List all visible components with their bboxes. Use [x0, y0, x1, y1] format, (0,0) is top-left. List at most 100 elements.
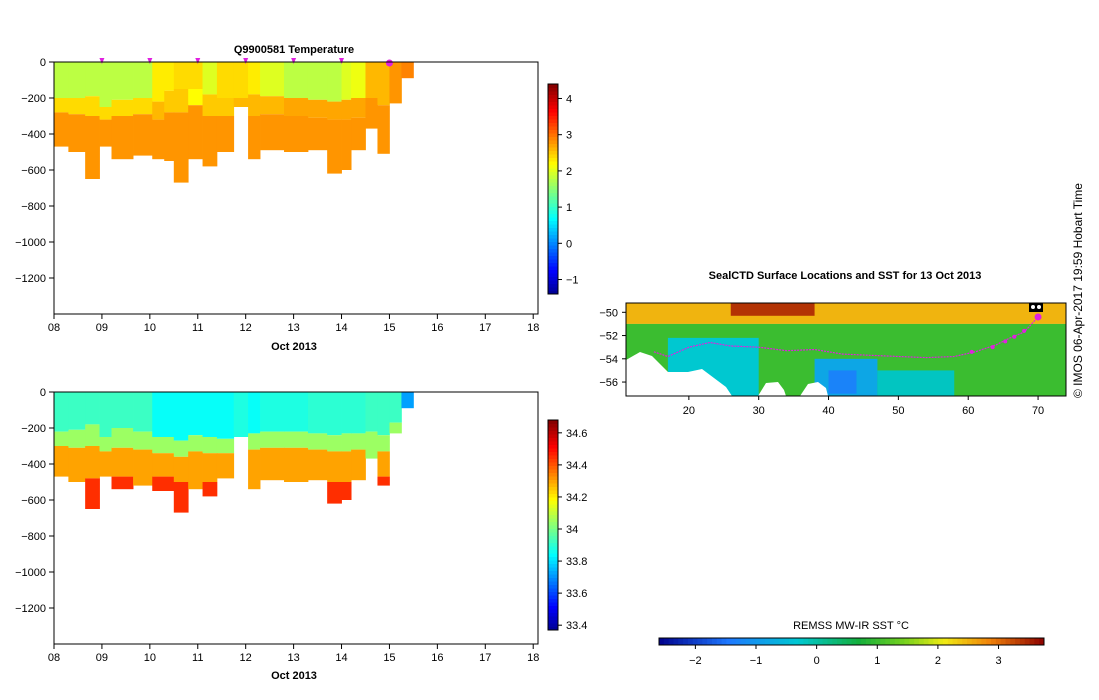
surface-location-4: [1022, 328, 1027, 333]
profile-18-layer-1: [341, 99, 352, 120]
profile-9-layer-3: [202, 482, 218, 497]
colorbar-label-3: 34: [566, 524, 578, 536]
salinity-plot-frame: [53, 391, 539, 645]
profile-2-layer-0: [85, 62, 100, 97]
colorbar-step-8: [548, 598, 558, 603]
profile-marker-9: [99, 58, 105, 64]
sst-colorbar-step-71: [1000, 638, 1006, 645]
y-tick-label--600: −600: [21, 495, 46, 507]
sst-colorbar-step-61: [952, 638, 958, 645]
colorbar-step-42: [548, 143, 558, 148]
sst-colorbar-step-58: [938, 638, 944, 645]
colorbar-step-12: [548, 584, 558, 589]
sst-colorbar-step-11: [711, 638, 718, 645]
colorbar-step-37: [548, 161, 558, 165]
profile-6-layer-3: [152, 476, 175, 491]
profile-21-layer-1: [389, 422, 402, 434]
map-x-tick-label-60: 60: [962, 405, 974, 417]
profile-1-layer-2: [68, 114, 86, 152]
colorbar-step-44: [548, 136, 558, 141]
sst-colorbar-step-70: [995, 638, 1002, 645]
profile-13-layer-1: [248, 94, 261, 116]
colorbar-step-40: [548, 486, 558, 491]
colorbar-step-19: [548, 224, 558, 228]
temperature-section-cells: [54, 62, 414, 183]
surface-location-2: [1003, 339, 1008, 344]
profile-7-layer-2: [173, 456, 189, 482]
colorbar-step-18: [548, 563, 558, 568]
sst-colorbar-step-67: [981, 638, 987, 645]
colorbar-step-0: [548, 290, 558, 295]
sst-colorbar-step-64: [967, 638, 973, 645]
profile-5-layer-0: [133, 62, 153, 98]
colorbar-step-26: [548, 535, 558, 540]
colorbar-label-2: 1: [566, 202, 572, 214]
colorbar-step-31: [548, 518, 558, 522]
profile-16-layer-2: [327, 451, 342, 482]
profile-0-layer-1: [54, 98, 69, 113]
colorbar-step-34: [548, 171, 558, 176]
profile-5-layer-1: [133, 98, 153, 115]
profile-10-layer-2: [216, 453, 235, 479]
colorbar-step-51: [548, 112, 558, 116]
profile-17-layer-2: [327, 119, 342, 174]
colorbar-step-13: [548, 581, 558, 585]
profile-14-layer-0: [284, 392, 309, 432]
x-tick-label-09: 09: [96, 652, 108, 664]
profile-23-layer-0: [401, 62, 414, 79]
surface-location-1: [990, 345, 995, 350]
colorbar-step-7: [548, 602, 558, 606]
colorbar-label-1: 0: [566, 238, 572, 250]
y-tick-label--200: −200: [21, 423, 46, 435]
sst-colorbar-step-1: [663, 638, 670, 645]
temperature-plot-frame: [53, 61, 539, 315]
profile-11-layer-1: [216, 98, 235, 116]
colorbar-step-3: [548, 616, 558, 620]
land-mask-crozet: [758, 382, 786, 396]
colorbar-step-32: [548, 514, 558, 519]
land-masks: [626, 352, 828, 396]
colorbar-step-43: [548, 140, 558, 144]
colorbar-step-8: [548, 262, 558, 267]
colorbar-step-7: [548, 266, 558, 270]
profile-0-layer-0: [54, 392, 69, 432]
colorbar-step-49: [548, 455, 558, 459]
colorbar-step-16: [548, 570, 558, 575]
sst-colorbar-step-23: [769, 638, 775, 645]
sst-colorbar-step-75: [1019, 638, 1026, 645]
temperature-x-ticks: 08 09 10 11 12 13 14 15 16 17 18: [48, 314, 539, 334]
profile-5-layer-0: [133, 392, 153, 432]
profile-16-layer-2: [307, 117, 328, 151]
profile-3-layer-2: [99, 451, 112, 477]
sst-colorbar-step-79: [1039, 638, 1045, 645]
temperature-x-label: Oct 2013: [271, 341, 317, 353]
colorbar-step-15: [548, 238, 558, 242]
sst-colorbar-label--1: −1: [750, 655, 763, 667]
profile-6-layer-2: [152, 119, 165, 160]
colorbar-step-17: [548, 567, 558, 571]
x-tick-label-17: 17: [479, 652, 491, 664]
x-tick-label-18: 18: [527, 322, 539, 334]
profile-18-layer-2: [341, 119, 352, 170]
x-tick-label-15: 15: [383, 322, 395, 334]
profile-20-layer-0: [377, 392, 390, 436]
colorbar-step-58: [548, 87, 558, 92]
profile-13-layer-2: [248, 116, 261, 160]
profile-5-layer-2: [133, 114, 153, 156]
colorbar-step-59: [548, 420, 558, 424]
sst-region-very-warm-patch: [730, 303, 815, 316]
profile-1-layer-0: [68, 392, 86, 430]
footer-credit: © IMOS 06-Apr-2017 19:59 Hobart Time: [1071, 183, 1085, 398]
sst-colorbar-step-51: [904, 638, 910, 645]
sst-colorbar-step-19: [750, 638, 756, 645]
sst-colorbar-step-43: [865, 638, 872, 645]
sst-colorbar-step-7: [692, 638, 698, 645]
colorbar-step-42: [548, 479, 558, 484]
colorbar-step-26: [548, 199, 558, 204]
profile-11-layer-0: [233, 392, 249, 437]
y-tick-label-0: 0: [40, 387, 46, 399]
land-mask-center: [800, 382, 828, 396]
profile-21-layer-1: [377, 105, 390, 154]
profile-18-layer-2: [351, 449, 366, 481]
colorbar-step-54: [548, 101, 558, 106]
